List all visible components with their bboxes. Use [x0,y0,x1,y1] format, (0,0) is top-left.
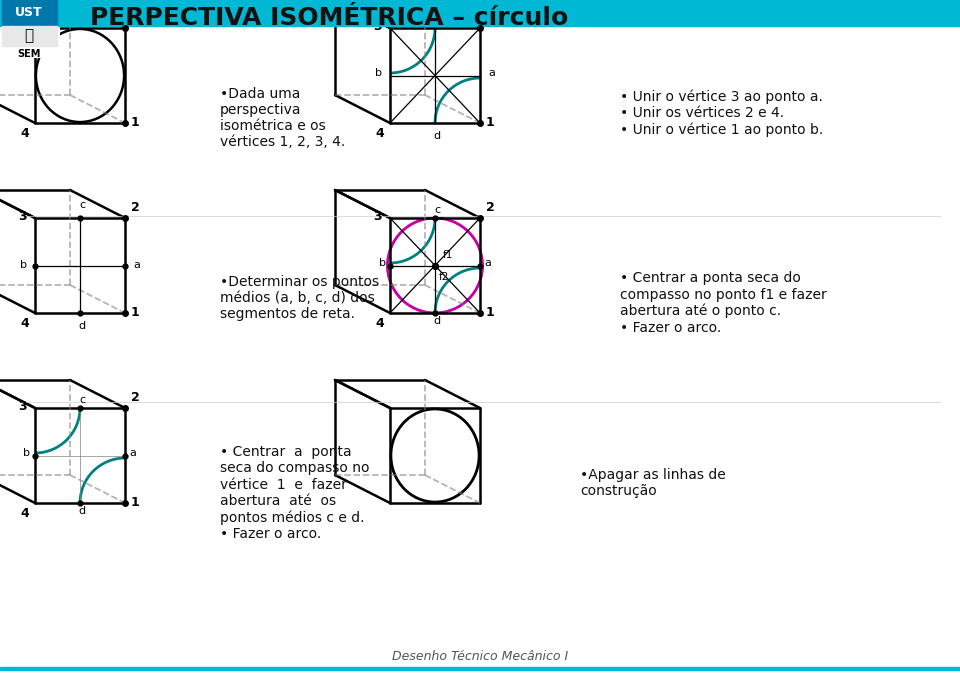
Bar [0,0,960,26]
Text: d: d [79,321,85,331]
Text: 3: 3 [18,20,27,33]
Text: 2: 2 [486,11,494,24]
Text: 🌿: 🌿 [24,28,34,43]
Text: 4: 4 [375,317,384,330]
Text: 3: 3 [18,399,27,412]
Text: 4: 4 [20,507,29,520]
Text: a: a [485,258,492,268]
Bar [2,26,57,46]
Text: • Unir o vértice 3 ao ponto a.
• Unir os vértices 2 e 4.
• Unir o vértice 1 ao p: • Unir o vértice 3 ao ponto a. • Unir os… [620,89,824,137]
Bar [2,0,57,26]
Text: d: d [433,131,441,141]
Text: 1: 1 [131,306,140,319]
Text: • Centrar  a  ponta
seca do compasso no
vértice  1  e  fazer
abertura  até  os
p: • Centrar a ponta seca do compasso no vé… [220,445,370,541]
Text: a: a [133,260,140,271]
Text: 4: 4 [375,127,384,140]
Text: f2: f2 [439,271,449,281]
Text: 2: 2 [131,201,140,214]
Text: 1: 1 [131,496,140,509]
Text: c: c [434,10,440,20]
Text: b: b [23,449,31,458]
Text: b: b [375,68,382,79]
Text: c: c [434,205,440,215]
Text: 1: 1 [486,306,494,319]
Text: c: c [79,200,85,210]
Text: Desenho Técnico Mecânico I: Desenho Técnico Mecânico I [392,650,568,663]
Text: 3: 3 [18,210,27,222]
Text: •Apagar as linhas de
construção: •Apagar as linhas de construção [580,468,726,498]
Text: d: d [433,316,441,326]
Bar [0,0,60,58]
Text: 3: 3 [373,20,382,33]
Text: b: b [378,258,386,268]
Text: 1: 1 [486,117,494,129]
Text: b: b [20,260,27,271]
Text: 2: 2 [131,11,140,24]
Text: •Determinar os pontos
médios (a, b, c, d) dos
segmentos de reta.: •Determinar os pontos médios (a, b, c, d… [220,275,379,321]
Text: a: a [130,449,136,458]
Text: d: d [79,506,85,516]
Text: PERPECTIVA ISOMÉTRICA – círculo: PERPECTIVA ISOMÉTRICA – círculo [90,6,568,30]
Text: 4: 4 [20,317,29,330]
Text: SEM: SEM [17,49,40,59]
Text: c: c [79,395,85,405]
Text: 4: 4 [20,127,29,140]
Text: f1: f1 [443,250,453,260]
Text: a: a [488,68,494,79]
Text: 1: 1 [131,117,140,129]
Text: •Dada uma
perspectiva
isométrica e os
vértices 1, 2, 3, 4.: •Dada uma perspectiva isométrica e os vé… [220,87,346,149]
Bar [0,667,960,670]
Text: 2: 2 [486,201,494,214]
Text: • Centrar a ponta seca do
compasso no ponto f1 e fazer
abertura até o ponto c.
•: • Centrar a ponta seca do compasso no po… [620,271,827,335]
Text: 2: 2 [131,391,140,404]
Text: UST: UST [15,7,43,20]
Text: 3: 3 [373,210,382,222]
